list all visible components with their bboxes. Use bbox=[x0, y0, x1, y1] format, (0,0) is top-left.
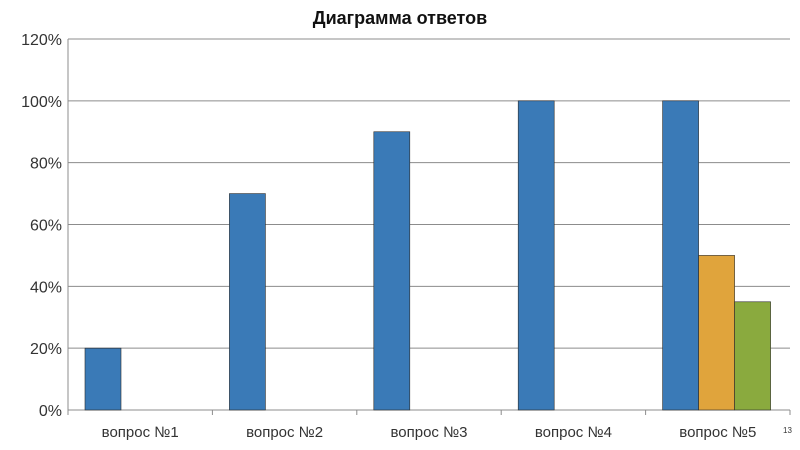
x-tick-label: вопрос №1 bbox=[102, 424, 179, 441]
bar-5-series-3 bbox=[698, 255, 735, 411]
y-tick-label: 120% bbox=[21, 32, 62, 49]
x-axis-ticks: вопрос №1 вопрос №2 вопрос №3 вопрос №4 вопр… bbox=[102, 424, 757, 441]
y-tick-label: 0% bbox=[39, 403, 62, 420]
y-tick-label: 60% bbox=[30, 218, 62, 235]
y-tick-label: 20% bbox=[30, 341, 62, 358]
y-tick-label: 40% bbox=[30, 279, 62, 296]
bar-3-series-2 bbox=[373, 131, 411, 411]
page-number: 13 bbox=[783, 426, 792, 435]
bar-5-series-4 bbox=[734, 301, 771, 411]
bar-1-series-1 bbox=[84, 347, 122, 411]
chart-title: Диаграмма ответов bbox=[313, 8, 487, 28]
y-tick-label: 80% bbox=[30, 156, 62, 173]
bar-5-series-2 bbox=[662, 100, 699, 411]
x-tick-label: вопрос №5 bbox=[679, 424, 756, 441]
x-tick-label: вопрос №4 bbox=[535, 424, 612, 441]
x-tick-label: вопрос №2 bbox=[246, 424, 323, 441]
grid-layer bbox=[67, 38, 791, 415]
bar-4-series-2 bbox=[517, 100, 555, 411]
bar-2-series-2 bbox=[229, 193, 266, 411]
x-tick-label: вопрос №3 bbox=[390, 424, 467, 441]
y-axis-ticks: 0% 20% 40% 60% 80% 100% 120% bbox=[21, 32, 62, 420]
y-tick-label: 100% bbox=[21, 94, 62, 111]
bars-layer bbox=[84, 100, 771, 411]
